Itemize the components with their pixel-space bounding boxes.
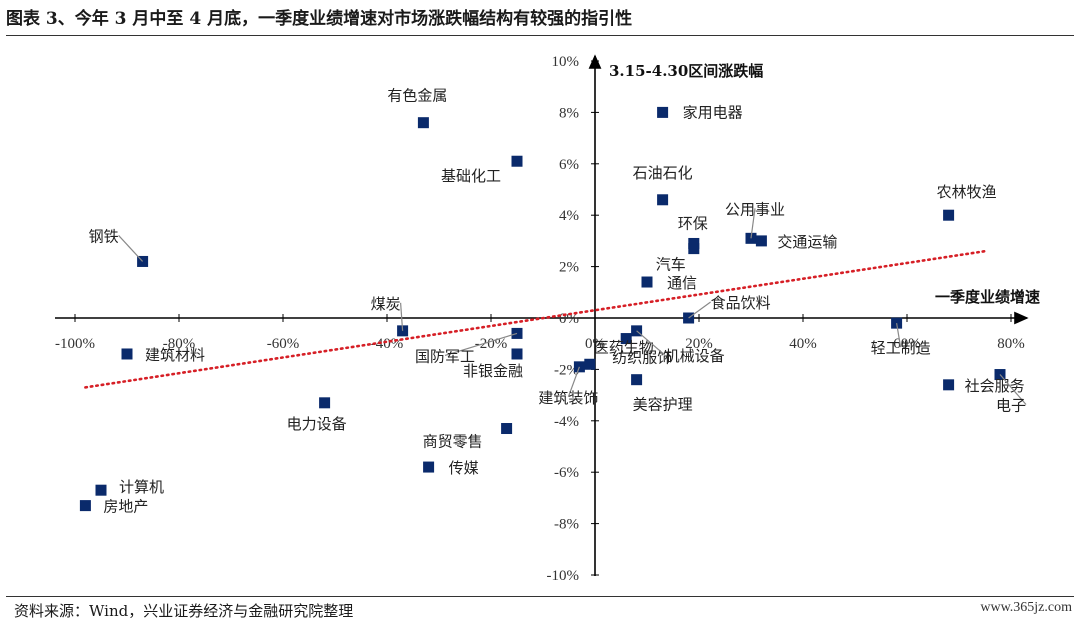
x-tick-label: 40% <box>789 336 817 352</box>
point-label: 轻工制造 <box>871 339 931 357</box>
y-tick-label: 6% <box>559 157 579 173</box>
leader-line <box>567 366 580 398</box>
x-tick-label: -100% <box>55 336 95 352</box>
data-point <box>417 117 429 129</box>
point-label: 社会服务 <box>965 377 1025 395</box>
figure-title: 图表 3、今年 3 月中至 4 月底，一季度业绩增速对市场涨跌幅结构有较强的指引… <box>6 9 633 29</box>
y-tick-label: 4% <box>559 208 579 224</box>
data-point <box>137 255 149 267</box>
data-point <box>943 379 955 391</box>
point-label: 农林牧渔 <box>937 183 997 201</box>
point-label: 基础化工 <box>441 167 501 185</box>
point-label: 有色金属 <box>387 87 447 105</box>
points-layer <box>79 106 1006 512</box>
data-point <box>79 500 91 512</box>
x-tick-label: 20% <box>685 336 713 352</box>
source-note: 资料来源：Wind，兴业证券经济与金融研究院整理 <box>14 602 354 620</box>
point-label: 电力设备 <box>287 415 347 433</box>
y-tick-label: 2% <box>559 260 579 276</box>
leader-line <box>636 330 665 356</box>
leader-line <box>400 302 404 331</box>
point-label: 美容护理 <box>633 396 693 414</box>
watermark-text: www.365jz.com <box>980 600 1072 615</box>
point-label: 食品饮料 <box>711 294 771 312</box>
data-point <box>584 358 596 370</box>
data-point <box>631 374 643 386</box>
x-tick-label: -20% <box>475 336 508 352</box>
footer-rule <box>6 596 1074 597</box>
data-point <box>657 106 669 118</box>
data-point <box>511 348 523 360</box>
point-label: 商贸零售 <box>423 433 483 451</box>
point-label: 钢铁 <box>89 227 119 245</box>
point-label: 石油石化 <box>633 164 693 182</box>
y-tick-label: -10% <box>547 568 580 584</box>
data-point <box>641 276 653 288</box>
data-point <box>511 155 523 167</box>
data-point <box>423 461 435 473</box>
trendline <box>84 249 987 389</box>
data-point <box>95 484 107 496</box>
point-label: 公用事业 <box>725 200 785 218</box>
point-label: 交通运输 <box>777 233 837 251</box>
point-label: 纺织服饰 <box>612 349 672 367</box>
point-label: 医药生物 <box>594 338 654 356</box>
data-point <box>688 237 700 249</box>
point-label: 非银金融 <box>463 362 523 380</box>
trendline-layer <box>84 249 987 389</box>
leader-line <box>688 301 711 319</box>
x-axis-title: 一季度业绩增速 <box>935 288 1040 306</box>
point-label: 汽车 <box>656 255 686 273</box>
point-label: 环保 <box>678 215 708 233</box>
chart-axes: -100% -80% -60% -40% -20% 0% 20% 40% 60% 80%10%8%… <box>55 54 1040 584</box>
leader-line <box>118 235 144 262</box>
x-tick-label: 0% <box>585 336 605 352</box>
leader-line <box>444 332 518 356</box>
point-label: 传媒 <box>449 459 479 477</box>
scatter-chart: -100% -80% -60% -40% -20% 0% 20% 40% 60% 80%10%8%… <box>55 54 1040 584</box>
data-point <box>121 348 133 360</box>
y-tick-label: -6% <box>554 465 579 481</box>
point-label: 煤炭 <box>371 295 401 313</box>
x-tick-label: -80% <box>163 336 196 352</box>
y-tick-label: -4% <box>554 414 579 430</box>
leader-line <box>750 208 756 239</box>
y-tick-label: -2% <box>554 362 579 378</box>
point-label: 电子 <box>996 397 1026 415</box>
leader-line <box>999 374 1027 405</box>
leader-line <box>896 323 902 348</box>
x-tick-label: -60% <box>267 336 300 352</box>
x-tick-label: 80% <box>997 336 1025 352</box>
data-point <box>319 397 331 409</box>
y-tick-label: 8% <box>559 105 579 121</box>
x-tick-label: 60% <box>893 336 921 352</box>
data-point <box>657 194 669 206</box>
y-axis-title: 3.15-4.30区间涨跌幅 <box>609 62 763 80</box>
point-label: 机械设备 <box>665 347 725 365</box>
data-point <box>501 423 513 435</box>
title-rule <box>6 35 1074 36</box>
data-point <box>943 209 955 221</box>
point-label: 家用电器 <box>683 103 743 121</box>
point-label: 建筑装饰 <box>538 389 598 407</box>
data-point <box>620 333 632 345</box>
point-label: 通信 <box>667 274 697 292</box>
point-label: 建筑材料 <box>145 346 205 364</box>
point-label: 国防军工 <box>415 347 475 365</box>
point-label: 计算机 <box>119 478 164 496</box>
point-label: 房地产 <box>103 498 148 516</box>
y-tick-label: -8% <box>554 517 579 533</box>
y-tick-label: 10% <box>552 54 580 70</box>
data-point <box>755 235 767 247</box>
